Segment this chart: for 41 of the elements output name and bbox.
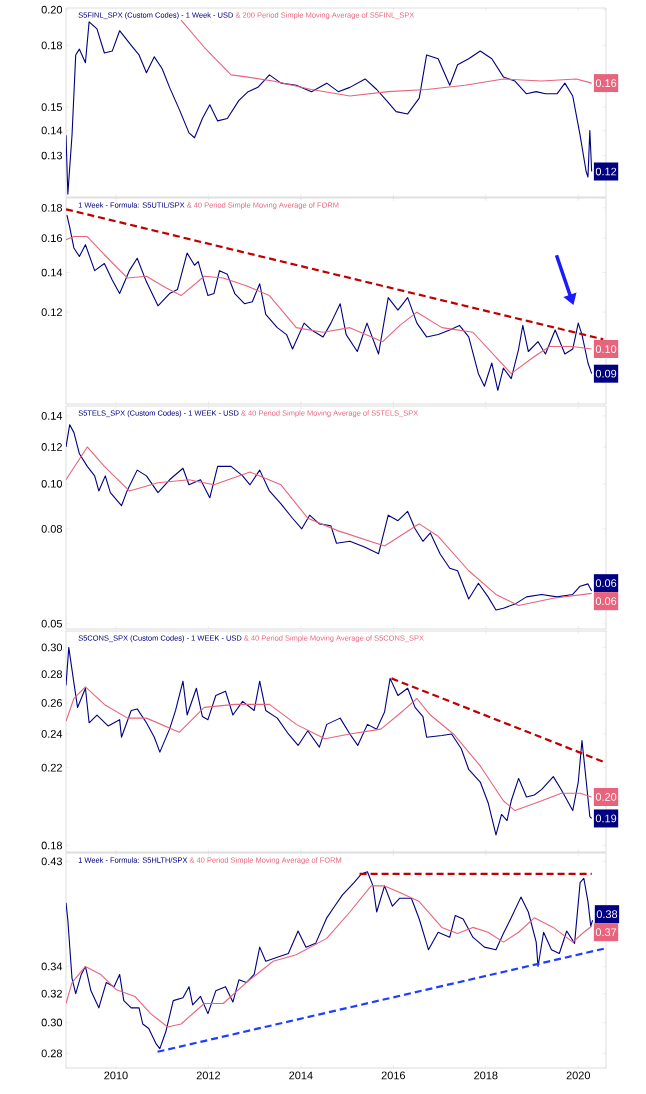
y-tick-label: 0.15 [41,103,63,111]
x-tick-label: 2012 [196,1071,221,1080]
y-tick-label: 0.34 [41,962,63,971]
data-label: 0.38 [596,910,618,919]
y-tick-label: 0.12 [41,443,62,451]
y-tick-label: 0.08 [41,524,62,533]
y-tick-label: 0.12 [41,308,62,317]
y-tick-label: 0.24 [41,730,63,738]
y-tick-label: 0.14 [41,268,63,277]
y-tick-label: 0.18 [41,41,62,50]
y-tick-label: 0.43 [41,857,62,866]
y-tick-label: 0.20 [41,5,63,14]
y-tick-label: 0.18 [41,841,62,850]
x-tick-label: 2020 [566,1071,591,1080]
y-tick-label: 0.18 [41,203,62,212]
data-label: 0.12 [595,167,617,176]
y-tick-label: 0.14 [41,126,63,135]
y-tick-label: 0.14 [41,411,63,420]
x-tick-label: 2018 [474,1071,498,1080]
data-label: 0.09 [595,369,617,378]
y-tick-label: 0.28 [41,670,62,679]
y-tick-label: 0.16 [41,234,62,243]
x-tick-label: 2016 [381,1071,406,1080]
data-label: 0.20 [595,793,617,801]
y-tick-label: 0.28 [41,1049,62,1058]
x-tick-label: 2014 [289,1071,313,1080]
y-tick-label: 0.10 [41,479,63,488]
y-tick-label: 0.05 [41,619,63,628]
data-label: 0.06 [595,579,617,588]
data-label: 0.37 [595,928,617,937]
data-label: 0.10 [595,345,617,353]
x-tick-label: 2010 [104,1071,128,1080]
y-tick-label: 0.13 [41,151,62,160]
y-tick-label: 0.26 [41,699,62,707]
y-tick-label: 0.32 [41,989,62,998]
data-label: 0.06 [595,597,617,606]
data-label: 0.16 [595,79,617,87]
data-label: 0.19 [595,814,617,823]
y-tick-label: 0.22 [41,763,62,772]
y-tick-label: 0.30 [41,643,63,652]
y-tick-label: 0.30 [41,1018,63,1027]
